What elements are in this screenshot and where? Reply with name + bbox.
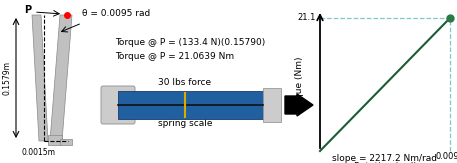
Text: Torque @ P = 21.0639 Nm: Torque @ P = 21.0639 Nm bbox=[115, 52, 234, 61]
Polygon shape bbox=[32, 15, 48, 141]
Text: P: P bbox=[24, 5, 31, 15]
Text: Torque @ P = (133.4 N)(0.15790): Torque @ P = (133.4 N)(0.15790) bbox=[115, 38, 265, 47]
Text: slope = 2217.2 Nm/rad: slope = 2217.2 Nm/rad bbox=[333, 154, 437, 163]
Bar bbox=[118, 91, 263, 119]
Text: 0.0015m: 0.0015m bbox=[21, 148, 55, 157]
Polygon shape bbox=[50, 15, 72, 141]
Bar bbox=[263, 88, 281, 122]
Text: 0.0095: 0.0095 bbox=[436, 152, 457, 161]
FancyBboxPatch shape bbox=[101, 86, 135, 124]
FancyArrow shape bbox=[285, 94, 313, 116]
Text: 21.1: 21.1 bbox=[298, 14, 316, 22]
Text: θ = 0.0095 rad: θ = 0.0095 rad bbox=[82, 9, 150, 18]
Text: Torque (Nm): Torque (Nm) bbox=[296, 57, 304, 112]
Polygon shape bbox=[60, 139, 72, 145]
Text: 30 lbs force: 30 lbs force bbox=[159, 78, 212, 87]
Polygon shape bbox=[48, 135, 62, 145]
Text: Rotation (rad): Rotation (rad) bbox=[354, 162, 416, 163]
Text: spring scale: spring scale bbox=[158, 119, 212, 128]
Text: 0.1579m: 0.1579m bbox=[3, 61, 12, 95]
